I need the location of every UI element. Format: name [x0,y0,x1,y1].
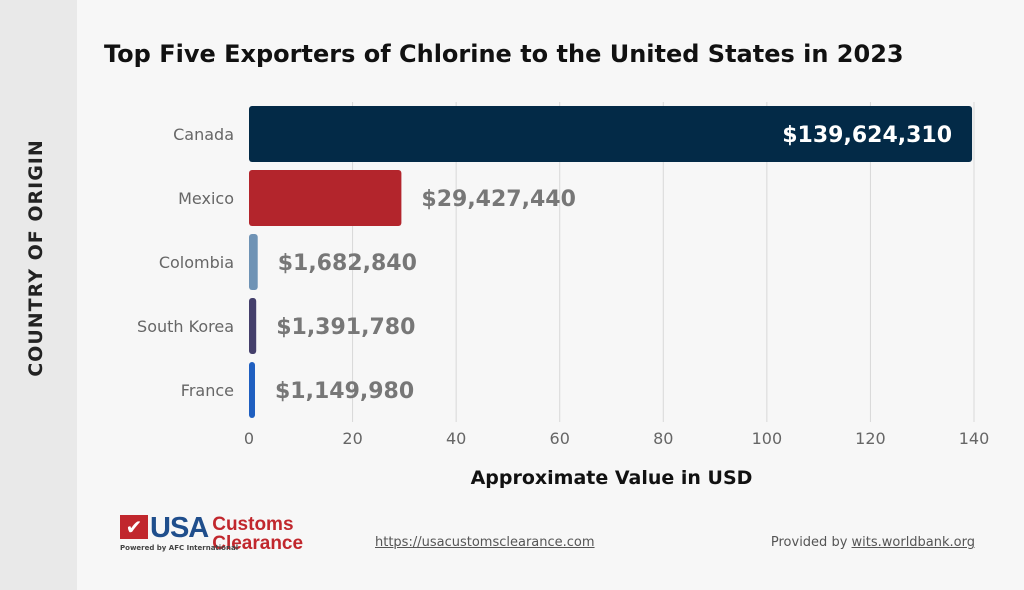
data-label: $139,624,310 [782,123,952,148]
x-tick-label: 80 [653,429,673,448]
source-prefix: Provided by [770,535,852,550]
checkmark-icon: ✔ [120,515,148,539]
website-link[interactable]: https://usacustomsclearance.com [375,535,595,550]
data-label: $1,149,980 [275,379,414,404]
y-tick-label: France [181,381,234,400]
bar-france [249,362,255,418]
y-tick-label: Canada [173,125,234,144]
x-tick-label: 20 [342,429,362,448]
x-tick-label: 120 [855,429,886,448]
logo-usa: USA [150,512,209,544]
x-tick-label: 100 [752,429,783,448]
data-label: $29,427,440 [421,187,575,212]
x-tick-label: 60 [550,429,570,448]
source-link[interactable]: wits.worldbank.org [851,535,975,550]
y-tick-label: Mexico [178,189,234,208]
bar-colombia [249,234,258,290]
x-axis-label: Approximate Value in USD [470,467,753,489]
logo-sub: Powered by AFC International [120,544,239,552]
x-tick-label: 0 [244,429,254,448]
logo: ✔ USA Powered by AFC International Custo… [120,512,304,554]
x-tick-label: 40 [446,429,466,448]
y-tick-label: South Korea [137,317,234,336]
side-panel [0,0,77,590]
bar-mexico [249,170,402,226]
x-tick-label: 140 [959,429,990,448]
chart-title: Top Five Exporters of Chlorine to the Un… [104,40,904,68]
bar-canada [249,106,973,162]
logo-text: Customs Clearance [212,514,304,554]
bar-south-korea [249,298,257,354]
y-tick-label: Colombia [159,253,234,272]
data-label: $1,682,840 [278,251,417,276]
data-label: $1,391,780 [276,315,415,340]
source-credit: Provided by wits.worldbank.org [771,535,975,550]
